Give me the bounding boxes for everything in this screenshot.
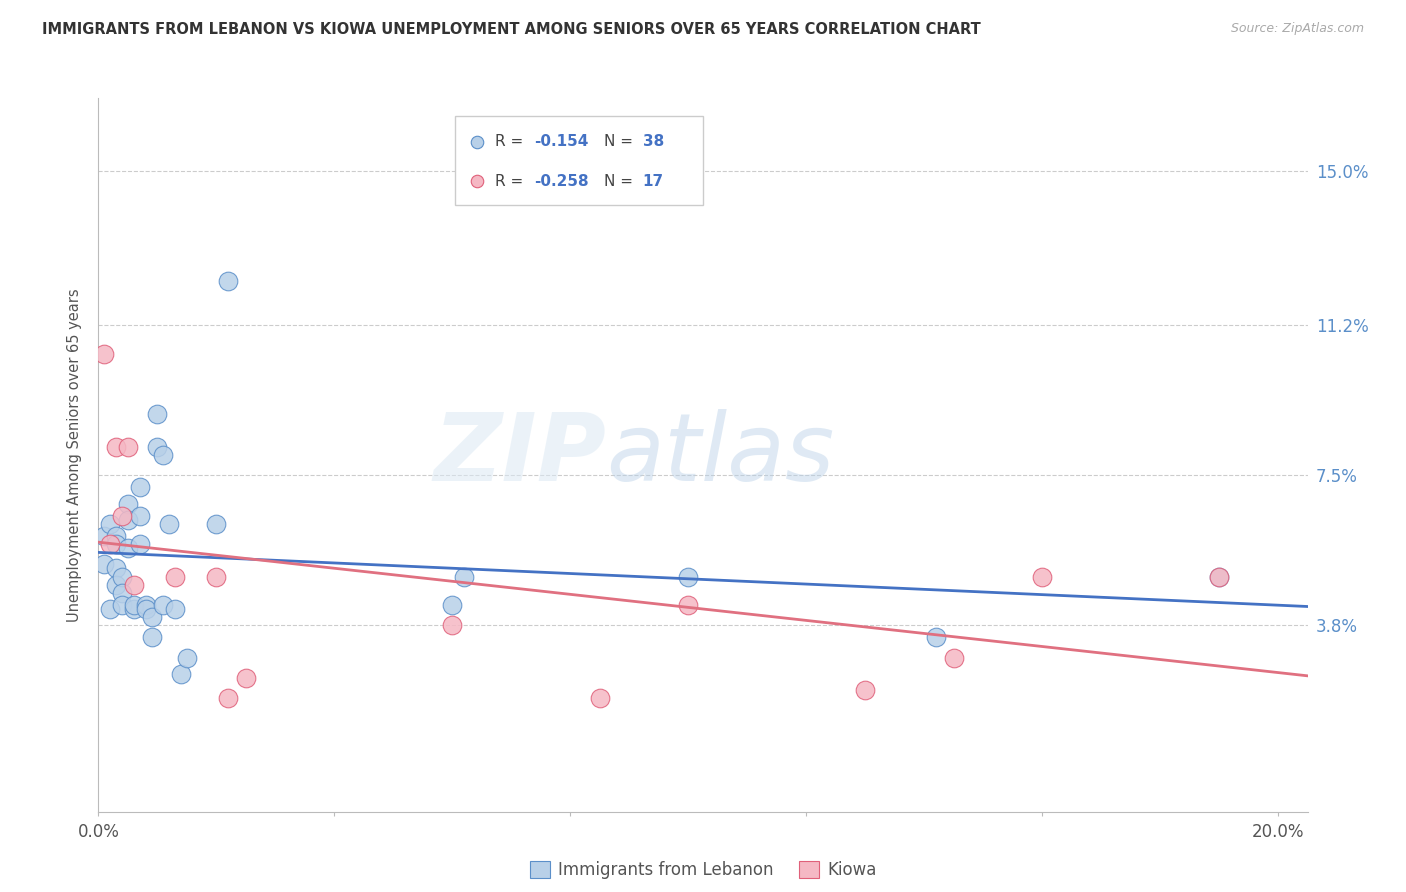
Point	[93, 529, 115, 543]
Point	[93, 558, 115, 572]
Point	[93, 346, 115, 360]
Point	[146, 408, 169, 422]
Point	[141, 631, 163, 645]
Text: N =: N =	[603, 134, 638, 149]
Point	[122, 577, 145, 591]
Text: 17: 17	[643, 174, 664, 188]
Point	[117, 440, 139, 454]
FancyBboxPatch shape	[456, 116, 703, 205]
Point	[122, 602, 145, 616]
Point	[1208, 569, 1230, 583]
Text: R =: R =	[495, 134, 529, 149]
Y-axis label: Unemployment Among Seniors over 65 years: Unemployment Among Seniors over 65 years	[67, 288, 83, 622]
Text: N =: N =	[603, 174, 638, 188]
Point	[170, 666, 193, 681]
Text: R =: R =	[495, 174, 529, 188]
Point	[117, 513, 139, 527]
Point	[589, 691, 612, 706]
Point	[1031, 569, 1053, 583]
Text: IMMIGRANTS FROM LEBANON VS KIOWA UNEMPLOYMENT AMONG SENIORS OVER 65 YEARS CORREL: IMMIGRANTS FROM LEBANON VS KIOWA UNEMPLO…	[42, 22, 981, 37]
Point	[111, 598, 134, 612]
Point	[925, 631, 948, 645]
Text: Source: ZipAtlas.com: Source: ZipAtlas.com	[1230, 22, 1364, 36]
Point	[111, 586, 134, 600]
Point	[217, 274, 239, 288]
Point	[165, 569, 187, 583]
Point	[217, 691, 239, 706]
Point	[165, 602, 187, 616]
Point	[128, 508, 150, 523]
Point	[205, 516, 228, 531]
Point	[152, 598, 174, 612]
Point	[105, 529, 128, 543]
Point	[853, 683, 876, 698]
Point	[441, 598, 464, 612]
Point	[111, 508, 134, 523]
Point	[176, 650, 198, 665]
Point	[1208, 569, 1230, 583]
Point	[98, 537, 121, 551]
Point	[105, 561, 128, 575]
Point	[117, 541, 139, 556]
Text: 38: 38	[643, 134, 664, 149]
Point	[128, 537, 150, 551]
Point	[122, 598, 145, 612]
Point	[942, 650, 965, 665]
Text: -0.258: -0.258	[534, 174, 588, 188]
Point	[105, 577, 128, 591]
Point	[146, 440, 169, 454]
Point	[105, 440, 128, 454]
Point	[117, 497, 139, 511]
Text: atlas: atlas	[606, 409, 835, 500]
Point	[678, 569, 700, 583]
Point	[128, 480, 150, 494]
Text: -0.154: -0.154	[534, 134, 588, 149]
Text: ZIP: ZIP	[433, 409, 606, 501]
Point	[678, 598, 700, 612]
Point	[152, 448, 174, 462]
Point	[235, 671, 257, 685]
Point	[98, 516, 121, 531]
Point	[441, 618, 464, 632]
Legend: Immigrants from Lebanon, Kiowa: Immigrants from Lebanon, Kiowa	[523, 854, 883, 886]
Point	[135, 602, 157, 616]
Point	[141, 610, 163, 624]
Point	[135, 598, 157, 612]
Point	[111, 569, 134, 583]
Point	[98, 602, 121, 616]
Point	[205, 569, 228, 583]
Point	[105, 537, 128, 551]
Point	[453, 569, 475, 583]
Point	[157, 516, 180, 531]
